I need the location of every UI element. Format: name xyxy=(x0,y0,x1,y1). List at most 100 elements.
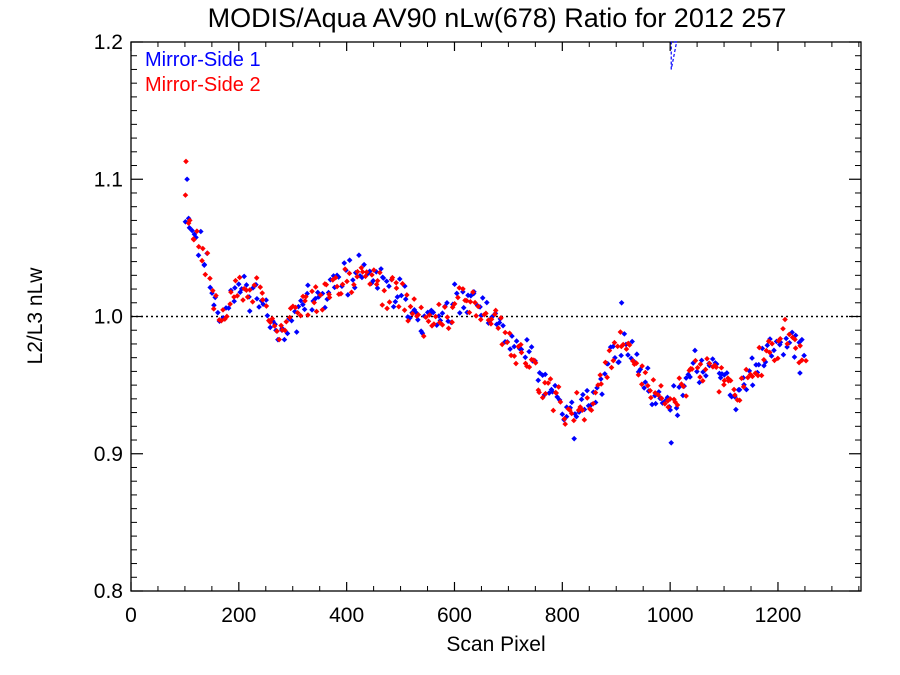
x-tick-label: 1200 xyxy=(755,604,802,627)
mirror-side-2-point xyxy=(362,273,369,280)
mirror-side-1-point xyxy=(621,331,628,337)
mirror-side-1-point xyxy=(281,336,288,343)
mirror-side-2-point xyxy=(405,318,411,324)
mirror-side-2-point xyxy=(545,380,552,386)
mirror-side-2-point xyxy=(692,357,699,364)
mirror-side-1-point xyxy=(300,301,306,308)
mirror-side-1-point xyxy=(764,342,771,349)
mirror-side-2-point xyxy=(699,378,706,384)
mirror-side-2-point xyxy=(736,397,743,404)
mirror-side-2-point xyxy=(797,342,803,349)
mirror-side-2-point xyxy=(792,336,798,343)
mirror-side-2-point xyxy=(195,243,202,250)
mirror-side-2-point xyxy=(769,340,775,347)
mirror-side-2-point xyxy=(518,341,524,348)
mirror-side-2-point xyxy=(404,292,410,298)
mirror-side-1-point xyxy=(554,394,560,400)
x-axis-ticks: 0 200 400 600 800 1000 1200 xyxy=(125,42,860,627)
mirror-side-2-point xyxy=(359,269,366,275)
mirror-side-1-point xyxy=(430,309,437,316)
x-tick-label: 800 xyxy=(545,604,580,627)
mirror-side-1-point xyxy=(264,312,271,319)
mirror-side-1-point xyxy=(288,317,295,324)
mirror-side-2-point xyxy=(718,364,725,371)
mirror-side-2-point xyxy=(269,315,276,322)
mirror-side-2-point xyxy=(423,314,429,321)
mirror-side-2-point xyxy=(257,284,264,290)
mirror-side-1-point xyxy=(789,329,795,336)
mirror-side-1-point xyxy=(670,383,677,389)
mirror-side-2-point xyxy=(727,377,734,384)
points-layer xyxy=(182,158,809,446)
mirror-side-2-point xyxy=(765,338,772,344)
mirror-side-1-point xyxy=(237,289,243,295)
mirror-side-1-point xyxy=(578,396,585,403)
mirror-side-2-point xyxy=(550,407,557,414)
mirror-side-2-point xyxy=(377,269,383,276)
mirror-side-2-point xyxy=(485,317,492,323)
x-tick-label: 1000 xyxy=(647,604,694,627)
mirror-side-2-point xyxy=(332,274,339,281)
mirror-side-1-point xyxy=(755,361,762,368)
mirror-side-1-point xyxy=(341,260,348,266)
mirror-side-1-point xyxy=(315,294,322,300)
mirror-side-1-point xyxy=(350,277,356,283)
mirror-side-1-point xyxy=(479,295,486,301)
mirror-side-1-point xyxy=(405,314,411,320)
mirror-side-2-point xyxy=(354,273,361,280)
mirror-side-2-point xyxy=(617,329,624,335)
mirror-side-1-point xyxy=(195,252,202,259)
mirror-side-2-point xyxy=(371,267,377,273)
mirror-side-2-point xyxy=(577,404,584,410)
mirror-side-2-point xyxy=(749,373,756,380)
mirror-side-1-point xyxy=(771,347,777,354)
mirror-side-2-point xyxy=(294,309,301,316)
mirror-side-2-point xyxy=(604,374,610,381)
x-tick-label: 0 xyxy=(125,604,137,627)
mirror-side-2-point xyxy=(415,311,422,318)
mirror-side-2-point xyxy=(475,303,482,310)
mirror-side-1-point xyxy=(295,303,302,310)
outlier-point xyxy=(618,299,625,306)
mirror-side-2-point xyxy=(339,281,346,288)
mirror-side-1-point xyxy=(612,355,618,361)
mirror-side-2-point xyxy=(782,316,788,323)
mirror-side-2-point xyxy=(504,339,510,346)
mirror-side-1-point xyxy=(641,385,647,391)
mirror-side-2-point xyxy=(553,390,560,396)
mirror-side-1-point xyxy=(232,285,238,291)
mirror-side-2-point xyxy=(652,390,658,396)
mirror-side-2-point xyxy=(642,369,649,376)
mirror-side-2-point xyxy=(300,293,306,300)
mirror-side-1-point xyxy=(493,321,500,328)
mirror-side-2-point xyxy=(784,341,791,347)
mirror-side-2-point xyxy=(731,386,737,393)
mirror-side-1-point xyxy=(698,357,705,364)
mirror-side-1-point xyxy=(749,355,755,361)
mirror-side-1-point xyxy=(674,412,681,419)
mirror-side-1-point xyxy=(189,227,195,234)
mirror-side-1-point xyxy=(683,375,689,381)
mirror-side-2-point xyxy=(426,312,433,318)
mirror-side-1-point xyxy=(451,281,458,287)
mirror-side-2-point xyxy=(792,345,799,351)
mirror-side-2-point xyxy=(202,271,209,278)
mirror-side-2-point xyxy=(689,366,695,372)
mirror-side-1-point xyxy=(568,399,575,406)
mirror-side-1-point xyxy=(511,343,518,350)
mirror-side-2-point xyxy=(555,384,562,390)
mirror-side-1-point xyxy=(305,282,311,289)
mirror-side-2-point xyxy=(777,335,784,342)
mirror-side-2-point xyxy=(420,333,427,339)
mirror-side-2-point xyxy=(775,338,782,344)
mirror-side-2-point xyxy=(694,364,701,371)
mirror-side-1-point xyxy=(528,344,535,350)
mirror-side-2-point xyxy=(647,387,653,394)
mirror-side-2-point xyxy=(244,294,251,300)
mirror-side-2-point xyxy=(495,325,502,331)
mirror-side-1-point xyxy=(610,343,616,350)
mirror-side-2-point xyxy=(278,322,284,329)
mirror-side-1-point xyxy=(243,282,250,288)
mirror-side-2-point xyxy=(674,402,681,408)
